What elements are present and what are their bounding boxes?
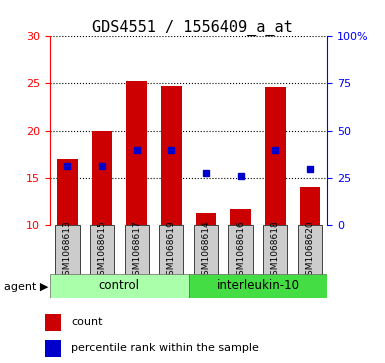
FancyBboxPatch shape: [124, 225, 149, 276]
FancyBboxPatch shape: [50, 274, 189, 298]
Bar: [161, 86, 182, 225]
FancyBboxPatch shape: [159, 225, 184, 276]
Text: GSM1068614: GSM1068614: [201, 220, 211, 281]
Bar: [45, 340, 62, 357]
Bar: [196, 213, 216, 225]
Bar: [57, 159, 78, 225]
Text: GSM1068619: GSM1068619: [167, 220, 176, 281]
FancyBboxPatch shape: [263, 225, 287, 276]
Text: GSM1068618: GSM1068618: [271, 220, 280, 281]
Bar: [92, 131, 112, 225]
FancyBboxPatch shape: [229, 225, 253, 276]
FancyBboxPatch shape: [189, 274, 327, 298]
Text: agent ▶: agent ▶: [4, 282, 48, 292]
Text: GSM1068613: GSM1068613: [63, 220, 72, 281]
Text: GSM1068620: GSM1068620: [305, 220, 315, 281]
Text: GSM1068615: GSM1068615: [97, 220, 107, 281]
Text: GDS4551 / 1556409_a_at: GDS4551 / 1556409_a_at: [92, 20, 293, 36]
Bar: [300, 187, 320, 225]
Bar: [126, 81, 147, 225]
Text: control: control: [99, 280, 140, 292]
Text: count: count: [71, 317, 103, 327]
Bar: [265, 87, 286, 225]
Bar: [230, 209, 251, 225]
FancyBboxPatch shape: [55, 225, 79, 276]
Text: GSM1068617: GSM1068617: [132, 220, 141, 281]
Text: percentile rank within the sample: percentile rank within the sample: [71, 343, 259, 354]
Text: GSM1068616: GSM1068616: [236, 220, 245, 281]
Bar: [45, 314, 62, 331]
FancyBboxPatch shape: [90, 225, 114, 276]
FancyBboxPatch shape: [298, 225, 322, 276]
Text: interleukin-10: interleukin-10: [216, 280, 300, 292]
FancyBboxPatch shape: [194, 225, 218, 276]
